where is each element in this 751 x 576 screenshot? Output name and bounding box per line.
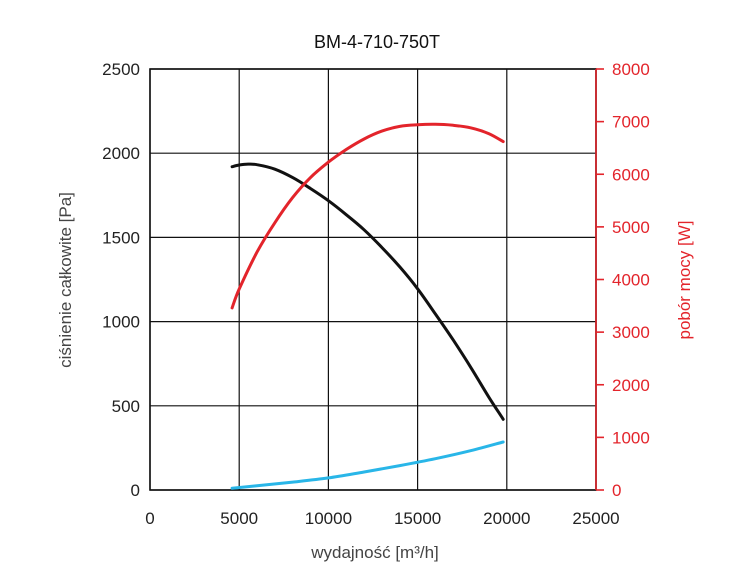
x-tick-label: 0 [145,509,154,528]
series-layer [230,122,505,490]
plot-frame [149,68,597,491]
y-right-tick-label: 3000 [612,323,650,342]
x-tick-label: 20000 [483,509,530,528]
y-right-tick-label: 6000 [612,165,650,184]
x-tick-label: 10000 [305,509,352,528]
y-left-tick-label: 0 [131,481,140,500]
right-ticks: 0 1000 2000 3000 4000 5000 6000 7000 8000 [596,60,650,500]
y-axis-label-right: pobór mocy [W] [675,220,694,339]
x-axis-label: wydajność [m³/h] [310,543,439,562]
y-right-tick-label: 4000 [612,271,650,290]
x-tick-label: 5000 [220,509,258,528]
y-right-tick-label: 8000 [612,60,650,79]
y-right-tick-label: 1000 [612,428,650,447]
x-ticks: 0 5000 10000 15000 20000 25000 [145,509,619,528]
y-right-tick-label: 7000 [612,113,650,132]
y-left-tick-label: 2000 [102,144,140,163]
power-curve [230,122,505,310]
y-left-tick-label: 1000 [102,313,140,332]
grid [149,68,597,491]
y-right-tick-label: 2000 [612,376,650,395]
y-right-tick-label: 5000 [612,218,650,237]
y-left-tick-label: 500 [112,397,140,416]
y-axis-label-left: ciśnienie całkowite [Pa] [56,192,75,368]
y-right-tick-label: 0 [612,481,621,500]
pressure-curve [230,162,505,421]
chart-title: BM-4-710-750T [314,32,440,52]
x-tick-label: 25000 [572,509,619,528]
y-left-tick-label: 2500 [102,60,140,79]
y-left-tick-label: 1500 [102,228,140,247]
third-curve [230,440,505,490]
x-tick-label: 15000 [394,509,441,528]
left-ticks: 0 500 1000 1500 2000 2500 [102,60,140,500]
